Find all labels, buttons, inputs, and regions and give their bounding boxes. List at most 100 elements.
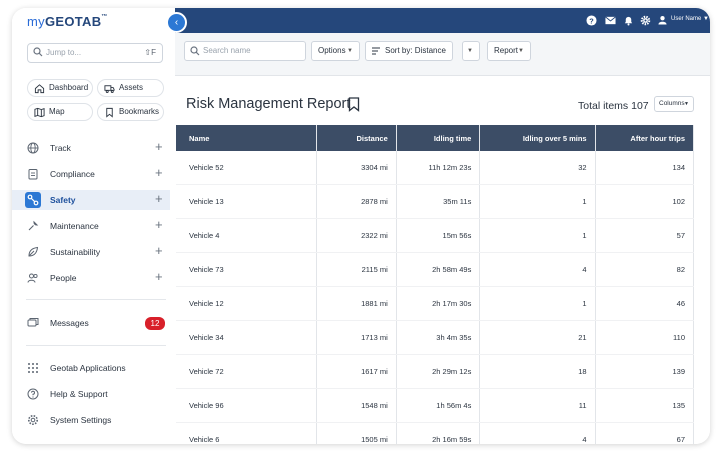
cell-name: Vehicle 52 — [176, 151, 318, 185]
help-icon[interactable]: ? — [586, 15, 597, 26]
sidebar-item-maintenance[interactable]: Maintenance + — [12, 216, 170, 236]
table-header-row: Name Distance Idling time Idling over 5 … — [176, 125, 695, 151]
sort-label: Sort by: Distance — [385, 46, 446, 55]
top-bar: ? User Name ▼ — [175, 8, 710, 33]
table-row[interactable]: Vehicle 12 1881 mi 2h 17m 30s 1 46 — [176, 286, 695, 321]
sidebar-item-safety[interactable]: Safety + — [12, 190, 170, 210]
cell-name: Vehicle 96 — [176, 388, 318, 423]
expand-plus-icon[interactable]: + — [155, 243, 163, 258]
chevron-down-icon: ▼ — [347, 48, 353, 54]
sidebar-item-compliance[interactable]: Compliance + — [12, 164, 170, 184]
sidebar-item-sustainability[interactable]: Sustainability + — [12, 242, 170, 262]
total-items-count: Total items 107 — [578, 100, 649, 112]
sidebar-item-people[interactable]: People + — [12, 268, 170, 288]
table-row[interactable]: Vehicle 52 3304 mi 11h 12m 23s 32 134 — [176, 151, 695, 185]
cell-after-hour-trips: 102 — [595, 184, 695, 219]
chevron-down-icon[interactable]: ▼ — [703, 16, 709, 22]
options-label: Options — [318, 46, 346, 55]
cell-idling-over-5-mins: 1 — [479, 286, 596, 321]
quick-assets-label: Assets — [119, 83, 144, 92]
table-row[interactable]: Vehicle 4 2322 mi 15m 56s 1 57 — [176, 218, 695, 253]
route-icon — [25, 192, 41, 208]
cell-name: Vehicle 6 — [176, 422, 318, 444]
chevron-down-icon: ▼ — [518, 48, 524, 54]
quick-map-button[interactable]: Map — [27, 103, 93, 121]
search-icon — [33, 47, 43, 57]
search-placeholder: Search name — [203, 46, 251, 55]
sort-direction-dropdown[interactable]: ▼ — [462, 41, 480, 61]
sidebar-item-label: Help & Support — [50, 389, 108, 399]
report-label: Report — [494, 46, 519, 55]
quick-dashboard-button[interactable]: Dashboard — [27, 79, 93, 97]
expand-plus-icon[interactable]: + — [155, 217, 163, 232]
user-name[interactable]: User Name — [671, 16, 702, 22]
divider — [26, 299, 166, 300]
quick-bookmarks-button[interactable]: Bookmarks — [97, 103, 164, 121]
message-count-badge: 12 — [145, 317, 165, 330]
quick-assets-button[interactable]: Assets — [97, 79, 164, 97]
sidebar-item-label: Safety — [50, 195, 76, 205]
sidebar-item-system-settings[interactable]: System Settings — [12, 410, 170, 430]
user-avatar-icon[interactable] — [658, 15, 667, 25]
columns-button[interactable]: Columns ▼ — [654, 96, 694, 112]
search-icon — [190, 46, 200, 56]
table-row[interactable]: Vehicle 73 2115 mi 2h 58m 49s 4 82 — [176, 252, 695, 287]
table-row[interactable]: Vehicle 72 1617 mi 2h 29m 12s 18 139 — [176, 354, 695, 389]
sidebar-item-messages[interactable]: Messages 12 — [12, 313, 170, 333]
report-button[interactable]: Report ▼ — [487, 41, 531, 61]
sidebar-item-geotab-applications[interactable]: Geotab Applications — [12, 358, 170, 378]
cell-idling-time: 2h 16m 59s — [396, 422, 481, 444]
column-header-idling-over-5-mins[interactable]: Idling over 5 mins — [479, 125, 596, 151]
cell-after-hour-trips: 110 — [595, 320, 695, 355]
cell-distance: 2878 mi — [316, 184, 397, 219]
column-header-name[interactable]: Name — [176, 125, 318, 151]
expand-plus-icon[interactable]: + — [155, 139, 163, 154]
sidebar-item-label: People — [50, 273, 77, 283]
cell-name: Vehicle 12 — [176, 286, 318, 321]
cell-name: Vehicle 34 — [176, 320, 318, 355]
cell-idling-over-5-mins: 32 — [479, 151, 596, 185]
table-row[interactable]: Vehicle 13 2878 mi 35m 11s 1 102 — [176, 184, 695, 219]
sidebar-item-help-support[interactable]: Help & Support — [12, 384, 170, 404]
expand-plus-icon[interactable]: + — [155, 191, 163, 206]
help-icon — [27, 388, 39, 400]
expand-plus-icon[interactable]: + — [155, 269, 163, 284]
cell-distance: 1505 mi — [316, 422, 397, 444]
bookmark-icon — [106, 107, 113, 118]
options-button[interactable]: Options ▼ — [311, 41, 360, 61]
mygeotab-logo[interactable]: myGEOTAB™ — [27, 14, 108, 29]
sidebar-item-track[interactable]: Track + — [12, 138, 170, 158]
bell-icon[interactable] — [623, 15, 634, 26]
collapse-sidebar-button[interactable]: ‹ — [166, 12, 187, 33]
column-header-idling-time[interactable]: Idling time — [396, 125, 481, 151]
sidebar-item-label: Sustainability — [50, 247, 101, 257]
toolbar: Search name Options ▼ Sort by: Distance … — [175, 33, 710, 76]
column-header-after-hour-trips[interactable]: After hour trips — [595, 125, 695, 151]
table-row[interactable]: Vehicle 6 1505 mi 2h 16m 59s 4 67 — [176, 422, 695, 444]
cell-idling-time: 1h 56m 4s — [396, 388, 481, 423]
cell-distance: 1713 mi — [316, 320, 397, 355]
cell-idling-time: 2h 17m 30s — [396, 286, 481, 321]
globe-icon — [27, 142, 39, 154]
cell-idling-time: 3h 4m 35s — [396, 320, 481, 355]
cell-idling-over-5-mins: 1 — [479, 218, 596, 253]
wrench-icon — [28, 220, 39, 231]
report-table: Name Distance Idling time Idling over 5 … — [176, 125, 695, 444]
table-row[interactable]: Vehicle 96 1548 mi 1h 56m 4s 11 135 — [176, 388, 695, 423]
jump-to-placeholder: Jump to... — [46, 48, 82, 57]
cell-idling-over-5-mins: 18 — [479, 354, 596, 389]
cell-idling-over-5-mins: 1 — [479, 184, 596, 219]
cell-idling-time: 11h 12m 23s — [396, 151, 481, 185]
search-input[interactable]: Search name — [184, 41, 306, 61]
gear-icon[interactable] — [640, 15, 651, 26]
quick-map-label: Map — [49, 107, 65, 116]
cell-name: Vehicle 72 — [176, 354, 318, 389]
table-row[interactable]: Vehicle 34 1713 mi 3h 4m 35s 21 110 — [176, 320, 695, 355]
sort-button[interactable]: Sort by: Distance — [365, 41, 453, 61]
expand-plus-icon[interactable]: + — [155, 165, 163, 180]
column-header-distance[interactable]: Distance — [316, 125, 397, 151]
mail-icon[interactable] — [605, 15, 616, 26]
cell-after-hour-trips: 134 — [595, 151, 695, 185]
jump-to-input[interactable]: Jump to... ⇧F — [27, 43, 163, 63]
bookmark-icon[interactable] — [348, 97, 360, 112]
